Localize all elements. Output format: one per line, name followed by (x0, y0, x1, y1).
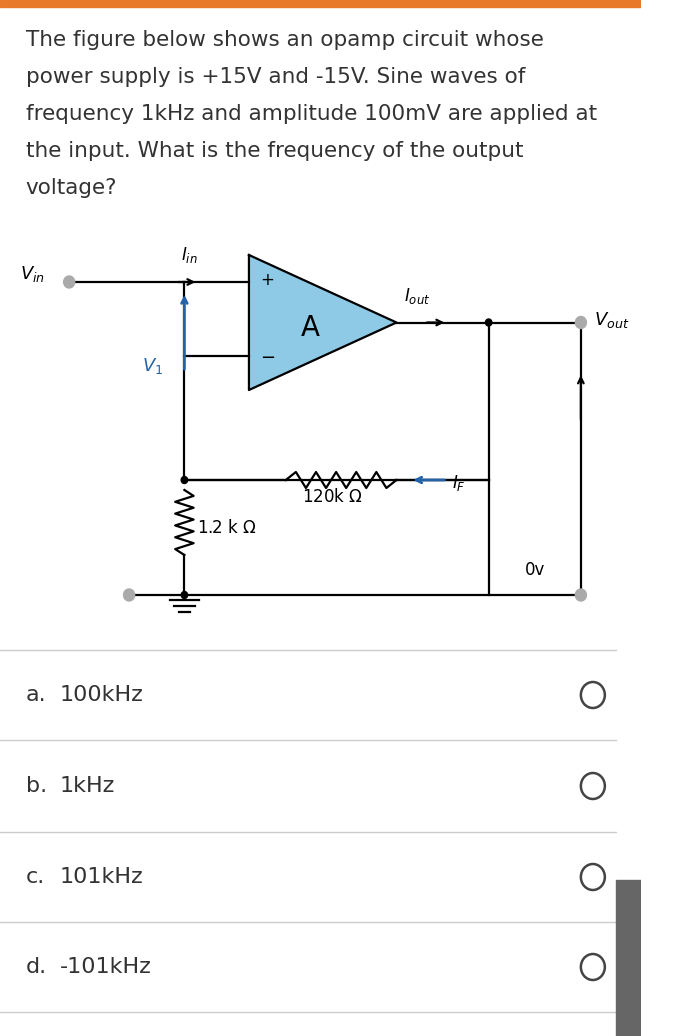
Text: frequency 1kHz and amplitude 100mV are applied at: frequency 1kHz and amplitude 100mV are a… (26, 104, 597, 124)
Circle shape (581, 773, 605, 799)
Text: voltage?: voltage? (26, 178, 117, 198)
Circle shape (64, 276, 74, 288)
Text: $V_1$: $V_1$ (142, 356, 163, 376)
Text: 0v: 0v (525, 562, 545, 579)
Circle shape (181, 592, 188, 599)
Circle shape (485, 319, 492, 326)
Text: 1.2 k $\Omega$: 1.2 k $\Omega$ (197, 518, 257, 537)
Circle shape (124, 589, 135, 601)
Text: power supply is +15V and -15V. Sine waves of: power supply is +15V and -15V. Sine wave… (26, 67, 525, 87)
Bar (0, 0, 641, 7)
Text: a.: a. (26, 685, 47, 706)
Circle shape (581, 682, 605, 708)
Text: -101kHz: -101kHz (60, 957, 152, 977)
Polygon shape (249, 255, 396, 390)
Circle shape (581, 864, 605, 890)
Text: −: − (260, 349, 275, 367)
Bar (0, 7, 641, 657)
Text: the input. What is the frequency of the output: the input. What is the frequency of the … (26, 141, 523, 161)
Text: $I_F$: $I_F$ (452, 473, 466, 493)
Text: $I_{in}$: $I_{in}$ (181, 244, 197, 265)
Text: c.: c. (26, 867, 45, 887)
Text: 100kHz: 100kHz (60, 685, 144, 706)
Text: 120k $\Omega$: 120k $\Omega$ (302, 488, 362, 506)
Circle shape (575, 589, 587, 601)
Circle shape (575, 317, 587, 328)
Text: +: + (260, 271, 274, 289)
Circle shape (581, 954, 605, 980)
Text: b.: b. (26, 776, 47, 796)
Text: $V_{out}$: $V_{out}$ (594, 310, 629, 329)
Text: $I_{out}$: $I_{out}$ (404, 286, 430, 306)
Text: d.: d. (26, 957, 47, 977)
Circle shape (181, 477, 188, 484)
Bar (616, 880, 641, 1036)
Text: A: A (300, 314, 319, 342)
Text: 1kHz: 1kHz (60, 776, 115, 796)
Text: $V_{in}$: $V_{in}$ (19, 264, 44, 284)
Text: The figure below shows an opamp circuit whose: The figure below shows an opamp circuit … (26, 30, 543, 50)
Text: 101kHz: 101kHz (60, 867, 144, 887)
